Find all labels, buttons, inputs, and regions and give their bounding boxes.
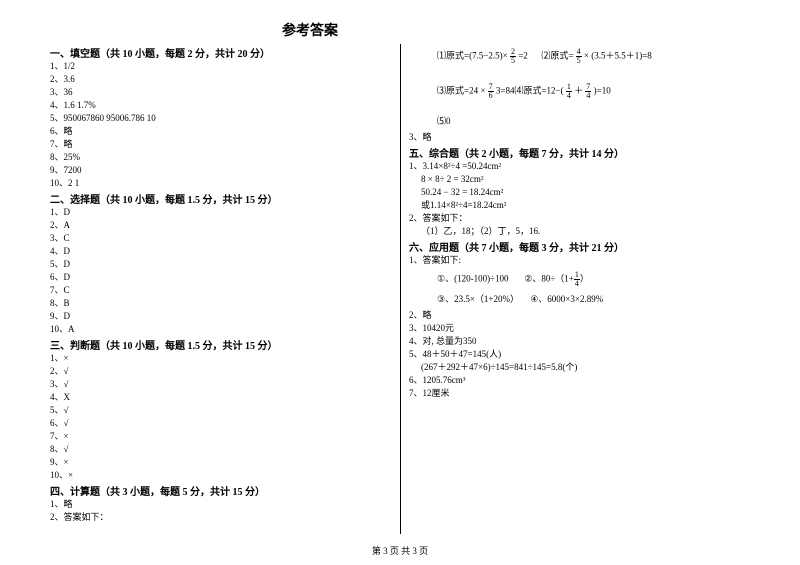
expr2-post: (3.5＋5.5＋1)=8 [591,51,652,61]
fill-4: 4、1.6 1.7% [50,99,392,112]
frac-den: 5 [510,57,516,65]
app-e2-post: ） [580,274,589,284]
judge-2: 2、√ [50,365,392,378]
app-5b: (267＋292＋47×6)÷145=841÷145=5.8(个) [409,361,750,374]
expr3-mid: 3=84⑷原式=12−( [496,86,564,96]
section-2-header: 二、选择题（共 10 小题，每题 1.5 分，共计 15 分） [50,191,392,206]
section-3-header: 三、判断题（共 10 小题，每题 1.5 分，共计 15 分） [50,337,392,352]
choice-8: 8、B [50,297,392,310]
judge-6: 6、√ [50,417,392,430]
app-1: 1、答案如下: [409,254,750,267]
calc-1: 1、略 [50,498,392,511]
fill-9: 9、7200 [50,164,392,177]
expr1-post: =2 [518,51,528,61]
comp-1c: 50.24 − 32 = 18.24cm² [409,186,750,199]
frac-den: 5 [576,57,582,65]
app-4: 4、对, 总量为350 [409,335,750,348]
app-e4: ④、6000×3×2.89% [530,294,603,304]
expr2-mid: × [584,51,589,61]
choice-5: 5、D [50,258,392,271]
frac-den: 6 [488,92,494,100]
choice-4: 4、D [50,245,392,258]
comp-1d: 或1.14×8²÷4=18.24cm² [409,199,750,212]
app-5a: 5、48＋50＋47=145(人) [409,348,750,361]
judge-9: 9、× [50,456,392,469]
app-3: 3、10420元 [409,322,750,335]
fill-6: 6、略 [50,125,392,138]
section-1-header: 一、填空题（共 10 小题，每题 2 分，共计 20 分） [50,45,392,60]
judge-5: 5、√ [50,404,392,417]
calc-expr-3-4: ⑶原式=24 × 76 3=84⑷原式=12−( 14 ＋ 74 )=10 [409,83,750,100]
calc-expr-1-2: ⑴原式=(7.5−2.5)× 25 =2 ⑵原式= 45 × (3.5＋5.5＋… [409,48,750,65]
judge-1: 1、× [50,352,392,365]
app-e2-pre: ②、80÷（1+ [524,274,574,284]
expr1-pre: ⑴原式=(7.5−2.5)× [437,51,508,61]
comp-1b: 8 × 8÷ 2 = 32cm² [409,173,750,186]
page-footer: 第 3 页 共 3 页 [0,544,800,557]
calc-3: 3、略 [409,131,750,144]
frac-den: 4 [566,92,572,100]
right-column: ⑴原式=(7.5−2.5)× 25 =2 ⑵原式= 45 × (3.5＋5.5＋… [400,44,750,534]
section-6-header: 六、应用题（共 7 小题，每题 3 分，共计 21 分） [409,239,750,254]
expr2-pre: ⑵原式= [541,51,573,61]
section-4-header: 四、计算题（共 3 小题，每题 5 分，共计 15 分） [50,483,392,498]
fill-7: 7、略 [50,138,392,151]
expr1-frac: 25 [510,48,516,65]
expr3-plus: ＋ [574,86,583,96]
choice-7: 7、C [50,284,392,297]
app-e3: ③、23.5×（1+20%） [437,294,519,304]
app-2: 2、略 [409,309,750,322]
frac-den: 4 [585,92,591,100]
choice-3: 3、C [50,232,392,245]
fill-5: 5、950067860 95006.786 10 [50,112,392,125]
comp-1a: 1、3.14×8²÷4 =50.24cm² [409,160,750,173]
expr3-pre: ⑶原式=24 × [437,86,485,96]
content-columns: 一、填空题（共 10 小题，每题 2 分，共计 20 分） 1、1/2 2、3.… [50,44,750,534]
comp-2a: （1）乙，18；（2）丁，5，16. [409,225,750,238]
expr2-frac: 45 [576,48,582,65]
left-column: 一、填空题（共 10 小题，每题 2 分，共计 20 分） 1、1/2 2、3.… [50,44,400,534]
choice-9: 9、D [50,310,392,323]
judge-4: 4、X [50,391,392,404]
judge-3: 3、√ [50,378,392,391]
app-expr-row2: ③、23.5×（1+20%） ④、6000×3×2.89% [409,292,750,305]
choice-2: 2、A [50,219,392,232]
fill-3: 3、36 [50,86,392,99]
expr3-post: )=10 [594,86,611,96]
choice-6: 6、D [50,271,392,284]
expr3-frac1: 76 [488,83,494,100]
app-6: 6、1205.76cm³ [409,374,750,387]
choice-10: 10、A [50,323,392,336]
fill-8: 8、25% [50,151,392,164]
choice-1: 1、D [50,206,392,219]
comp-2: 2、答案如下： [409,212,750,225]
expr3-frac2: 14 [566,83,572,100]
calc-expr-5: ⑸0 [409,114,750,127]
section-5-header: 五、综合题（共 2 小题，每题 7 分，共计 14 分） [409,145,750,160]
judge-7: 7、× [50,430,392,443]
app-e1: ①、(120-100)÷100 [437,274,509,284]
calc-2: 2、答案如下： [50,511,392,524]
fill-2: 2、3.6 [50,73,392,86]
fill-1: 1、1/2 [50,60,392,73]
app-expr-row1: ①、(120-100)÷100 ②、80÷（1+14） [409,271,750,288]
judge-8: 8、√ [50,443,392,456]
expr3-frac3: 74 [585,83,591,100]
app-7: 7、12厘米 [409,387,750,400]
fill-10: 10、2 1 [50,177,392,190]
judge-10: 10、× [50,469,392,482]
page-title: 参考答案 [0,20,750,40]
